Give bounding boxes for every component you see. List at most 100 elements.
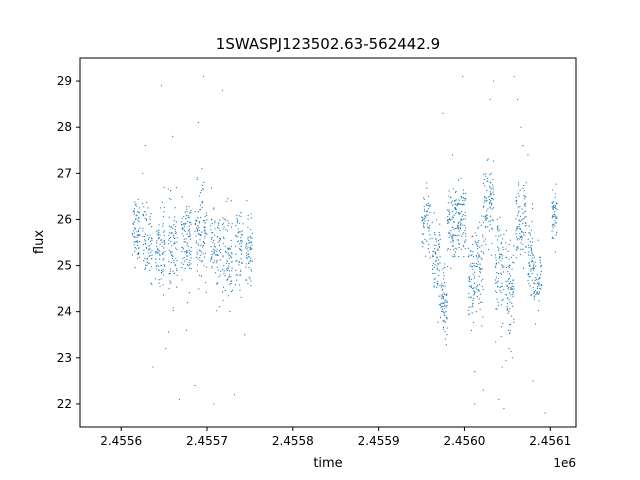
data-point (136, 214, 138, 216)
data-point (248, 239, 250, 241)
data-point (444, 304, 446, 306)
data-point (239, 243, 241, 245)
data-point (163, 243, 165, 245)
data-point (494, 254, 496, 256)
data-point (138, 217, 140, 219)
data-point (497, 281, 499, 283)
data-point (228, 262, 230, 265)
data-point (502, 249, 504, 251)
data-point (162, 223, 164, 225)
data-point (458, 221, 460, 223)
data-point (444, 294, 446, 296)
data-point (534, 289, 536, 292)
data-point (472, 299, 474, 302)
data-point (250, 248, 252, 250)
data-point (498, 229, 501, 231)
data-point (460, 220, 462, 222)
data-point (136, 240, 138, 242)
data-point (181, 196, 183, 198)
data-point (535, 279, 537, 281)
data-point (453, 256, 455, 258)
data-point (168, 237, 171, 240)
data-point (210, 229, 212, 231)
data-point (516, 228, 518, 230)
data-point (458, 234, 460, 237)
data-point (187, 236, 190, 238)
data-point (498, 398, 500, 400)
data-point (155, 258, 157, 260)
data-point (147, 252, 149, 254)
data-point (506, 284, 508, 286)
data-point (213, 234, 216, 236)
data-point (507, 250, 509, 252)
data-point (453, 214, 455, 216)
data-point (215, 283, 218, 285)
data-point (539, 277, 541, 279)
data-point (520, 236, 522, 239)
data-point (524, 216, 526, 218)
data-point (524, 195, 526, 198)
data-point (515, 233, 517, 235)
data-point (230, 200, 232, 202)
data-point (200, 189, 203, 192)
data-point (527, 279, 529, 282)
data-point (480, 257, 482, 259)
data-point (500, 272, 502, 274)
data-point (133, 232, 135, 234)
data-point (157, 234, 160, 236)
data-point (475, 262, 478, 264)
data-point (131, 234, 134, 236)
data-point (194, 210, 196, 213)
data-point (247, 236, 249, 238)
data-point (523, 234, 525, 236)
data-point (460, 248, 463, 250)
data-point (217, 254, 219, 256)
data-point (538, 291, 540, 293)
data-point (473, 294, 475, 296)
data-point (476, 288, 478, 290)
data-point (515, 257, 517, 259)
data-point (458, 203, 461, 205)
data-point (447, 265, 449, 268)
data-point (530, 294, 532, 296)
data-point (250, 213, 252, 215)
data-point (134, 227, 136, 229)
data-point (452, 204, 454, 206)
data-point (150, 243, 152, 245)
data-point (519, 235, 521, 237)
data-point (502, 246, 504, 248)
data-point (554, 193, 557, 195)
data-point (238, 261, 241, 263)
data-point (495, 235, 497, 237)
data-point (444, 300, 446, 302)
data-point (144, 268, 146, 270)
data-point (479, 221, 481, 223)
data-point (488, 230, 490, 232)
data-point (438, 245, 441, 248)
data-point (507, 288, 509, 290)
data-point (477, 263, 479, 265)
data-point (519, 238, 521, 240)
data-point (482, 182, 485, 185)
data-point (508, 277, 510, 280)
data-point (488, 202, 491, 204)
data-point (161, 225, 164, 227)
data-point (531, 267, 533, 270)
data-point (251, 237, 253, 239)
data-point (163, 241, 165, 243)
data-point (490, 227, 492, 230)
data-point (530, 270, 532, 272)
data-point (461, 215, 463, 217)
data-point (495, 276, 497, 278)
data-point (458, 225, 460, 227)
data-point (199, 192, 202, 194)
data-point (428, 227, 430, 229)
data-point (502, 298, 504, 300)
data-point (216, 260, 218, 262)
data-point (485, 226, 487, 228)
data-point (197, 233, 200, 235)
data-point (497, 301, 499, 303)
data-point (533, 291, 535, 293)
data-point (196, 227, 198, 229)
data-point (524, 198, 526, 200)
